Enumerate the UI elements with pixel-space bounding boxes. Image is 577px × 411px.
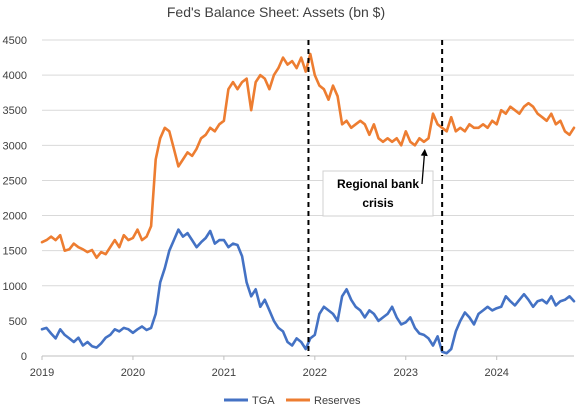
- x-tick-label: 2022: [303, 367, 327, 379]
- y-tick-label: 3500: [3, 105, 27, 117]
- x-tick-label: 2020: [121, 367, 145, 379]
- legend-label: Reserves: [314, 395, 361, 407]
- y-tick-label: 4000: [3, 70, 27, 82]
- annotation-box: [322, 170, 434, 217]
- series-line-tga: [40, 228, 576, 355]
- annotation-line2: crisis: [362, 196, 394, 210]
- y-tick-label: 0: [21, 351, 27, 363]
- annotation-arrowhead: [420, 148, 428, 157]
- annotation-line1: Regional bank: [337, 177, 419, 191]
- y-tick-label: 3000: [3, 140, 27, 152]
- y-tick-label: 500: [9, 316, 27, 328]
- y-tick-label: 2000: [3, 211, 27, 223]
- y-axis-ticks: 0 500 1000 1500 2000 2500 3000 3500 4000 4500: [3, 35, 27, 363]
- x-axis-ticks: 2019 2020 2021 2022 2023 2024: [30, 356, 509, 379]
- legend-label: TGA: [252, 395, 275, 407]
- y-tick-label: 4500: [3, 35, 27, 47]
- x-tick-label: 2024: [484, 367, 508, 379]
- annotation-arrow: [421, 155, 425, 185]
- x-tick-label: 2023: [394, 367, 418, 379]
- legend: TGA Reserves: [224, 395, 361, 407]
- y-tick-label: 1500: [3, 246, 27, 258]
- y-tick-label: 1000: [3, 281, 27, 293]
- annotation: Regional bank crisis: [322, 148, 434, 217]
- series-line-reserves: [40, 52, 576, 260]
- x-tick-label: 2019: [30, 367, 54, 379]
- chart-title: Fed's Balance Sheet: Assets (bn $): [167, 4, 385, 20]
- y-tick-label: 2500: [3, 175, 27, 187]
- x-tick-label: 2021: [212, 367, 236, 379]
- vertical-markers: [307, 40, 444, 356]
